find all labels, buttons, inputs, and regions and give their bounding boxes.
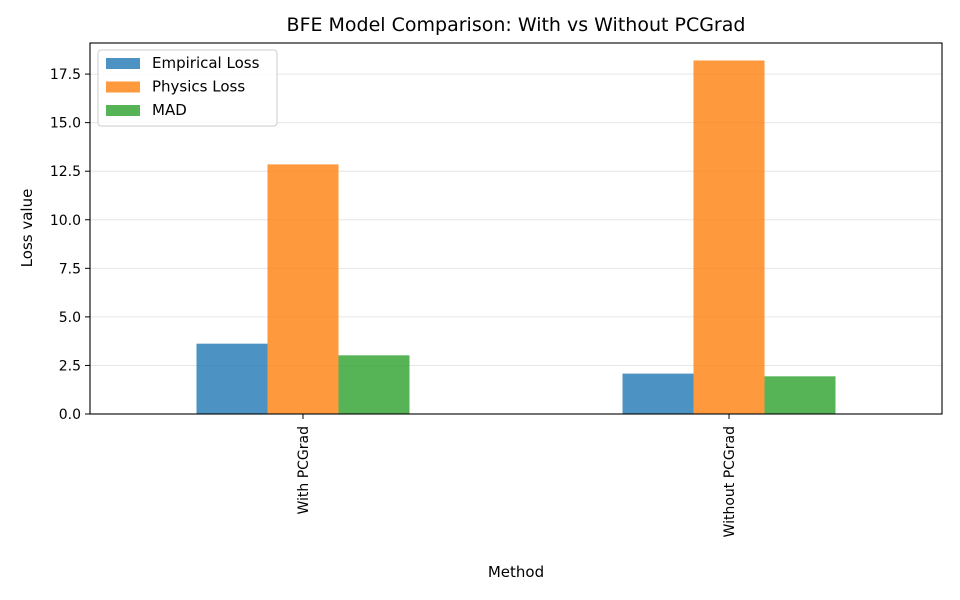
plot-frame [89, 42, 943, 415]
bars [196, 60, 836, 414]
bar [267, 164, 339, 414]
bar [764, 376, 836, 414]
legend: Empirical Loss Physics Loss MAD [97, 49, 278, 127]
y-tick-label: 10.0 [50, 213, 81, 229]
y-tick-label: 7.5 [59, 261, 81, 277]
y-tick-label: 17.5 [50, 67, 81, 83]
x-tick-label: Without PCGrad [722, 426, 738, 537]
legend-swatch [106, 58, 140, 69]
legend-item: Physics Loss [106, 78, 245, 96]
bar [196, 343, 268, 414]
legend-swatch [106, 81, 140, 93]
bar [693, 60, 765, 414]
bar [338, 355, 410, 414]
y-tick-label: 12.5 [50, 164, 81, 180]
x-axis-ticks: With PCGrad Without PCGrad [296, 414, 738, 537]
y-tick-label: 0.0 [59, 407, 81, 423]
legend-box [97, 49, 278, 127]
legend-swatch [106, 105, 140, 116]
legend-label: MAD [152, 101, 187, 119]
x-axis-title: Method [488, 563, 544, 581]
y-axis-ticks: 0.0 2.5 5.0 7.5 10.0 12.5 15.0 17.5 [50, 67, 90, 423]
y-tick-label: 2.5 [59, 358, 81, 374]
x-tick-label: With PCGrad [296, 426, 312, 515]
bar [622, 373, 694, 414]
chart-title: BFE Model Comparison: With vs Without PC… [287, 14, 746, 36]
legend-label: Empirical Loss [152, 54, 260, 72]
legend-item: Empirical Loss [106, 54, 260, 72]
legend-label: Physics Loss [152, 78, 245, 96]
y-axis-title: Loss value [18, 189, 36, 268]
y-tick-label: 15.0 [50, 116, 81, 132]
legend-item: MAD [106, 101, 187, 119]
y-tick-label: 5.0 [59, 310, 81, 326]
